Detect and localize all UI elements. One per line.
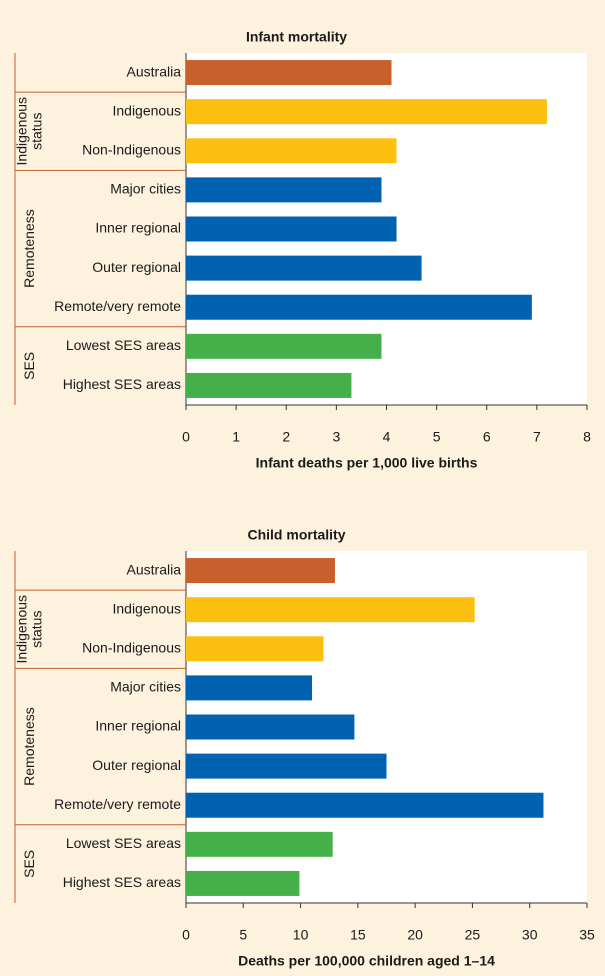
y-tick-label: Lowest SES areas: [66, 337, 181, 353]
y-tick-label: Inner regional: [95, 220, 181, 236]
x-tick-label: 0: [182, 927, 190, 943]
chart-title: Infant mortality: [246, 29, 347, 45]
x-tick-label: 4: [383, 429, 391, 445]
y-tick-label: Major cities: [110, 181, 181, 197]
x-axis-label: Deaths per 100,000 children aged 1–14: [238, 953, 495, 969]
bar: [186, 138, 397, 164]
bar: [186, 60, 392, 86]
bar: [186, 831, 333, 857]
bar: [186, 255, 422, 281]
bar: [186, 294, 532, 320]
x-axis-label: Infant deaths per 1,000 live births: [256, 455, 478, 471]
x-tick-label: 0: [182, 429, 190, 445]
x-tick-label: 1: [232, 429, 240, 445]
y-tick-label: Indigenous: [112, 600, 181, 616]
x-tick-label: 10: [293, 927, 309, 943]
bar: [186, 372, 352, 398]
y-tick-label: Highest SES areas: [63, 376, 181, 392]
bar: [186, 333, 382, 359]
x-tick-label: 6: [483, 429, 491, 445]
x-tick-label: 5: [433, 429, 441, 445]
y-tick-label: Non-Indigenous: [82, 639, 181, 655]
group-label: Remoteness: [21, 209, 37, 288]
x-tick-label: 15: [350, 927, 366, 943]
bar: [186, 99, 547, 125]
x-tick-label: 20: [407, 927, 423, 943]
chart-title: Child mortality: [247, 527, 345, 543]
bar: [186, 675, 313, 701]
bar: [186, 597, 475, 623]
y-tick-label: Outer regional: [92, 757, 181, 773]
y-tick-label: Non-Indigenous: [82, 141, 181, 157]
x-tick-label: 30: [522, 927, 538, 943]
x-tick-label: 25: [465, 927, 481, 943]
y-tick-label: Lowest SES areas: [66, 835, 181, 851]
group-label: SES: [21, 850, 37, 878]
bar: [186, 753, 387, 779]
y-tick-label: Major cities: [110, 679, 181, 695]
group-label: Indigenousstatus: [13, 595, 44, 664]
y-tick-label: Australia: [127, 63, 182, 79]
bar: [186, 870, 300, 896]
x-tick-label: 35: [579, 927, 595, 943]
x-tick-label: 2: [282, 429, 290, 445]
y-tick-label: Highest SES areas: [63, 874, 181, 890]
y-tick-label: Indigenous: [112, 102, 181, 118]
x-tick-label: 5: [239, 927, 247, 943]
bar: [186, 636, 324, 662]
x-tick-label: 3: [332, 429, 340, 445]
bar: [186, 177, 382, 203]
group-label: Indigenousstatus: [13, 97, 44, 166]
y-tick-label: Australia: [127, 561, 182, 577]
bar: [186, 216, 397, 242]
bar: [186, 714, 355, 740]
group-label: SES: [21, 352, 37, 380]
y-tick-label: Remote/very remote: [54, 298, 181, 314]
x-tick-label: 8: [583, 429, 591, 445]
bar: [186, 792, 544, 818]
y-tick-label: Inner regional: [95, 718, 181, 734]
bar: [186, 558, 335, 584]
group-label: Remoteness: [21, 707, 37, 786]
y-tick-label: Remote/very remote: [54, 796, 181, 812]
y-tick-label: Outer regional: [92, 259, 181, 275]
x-tick-label: 7: [533, 429, 541, 445]
